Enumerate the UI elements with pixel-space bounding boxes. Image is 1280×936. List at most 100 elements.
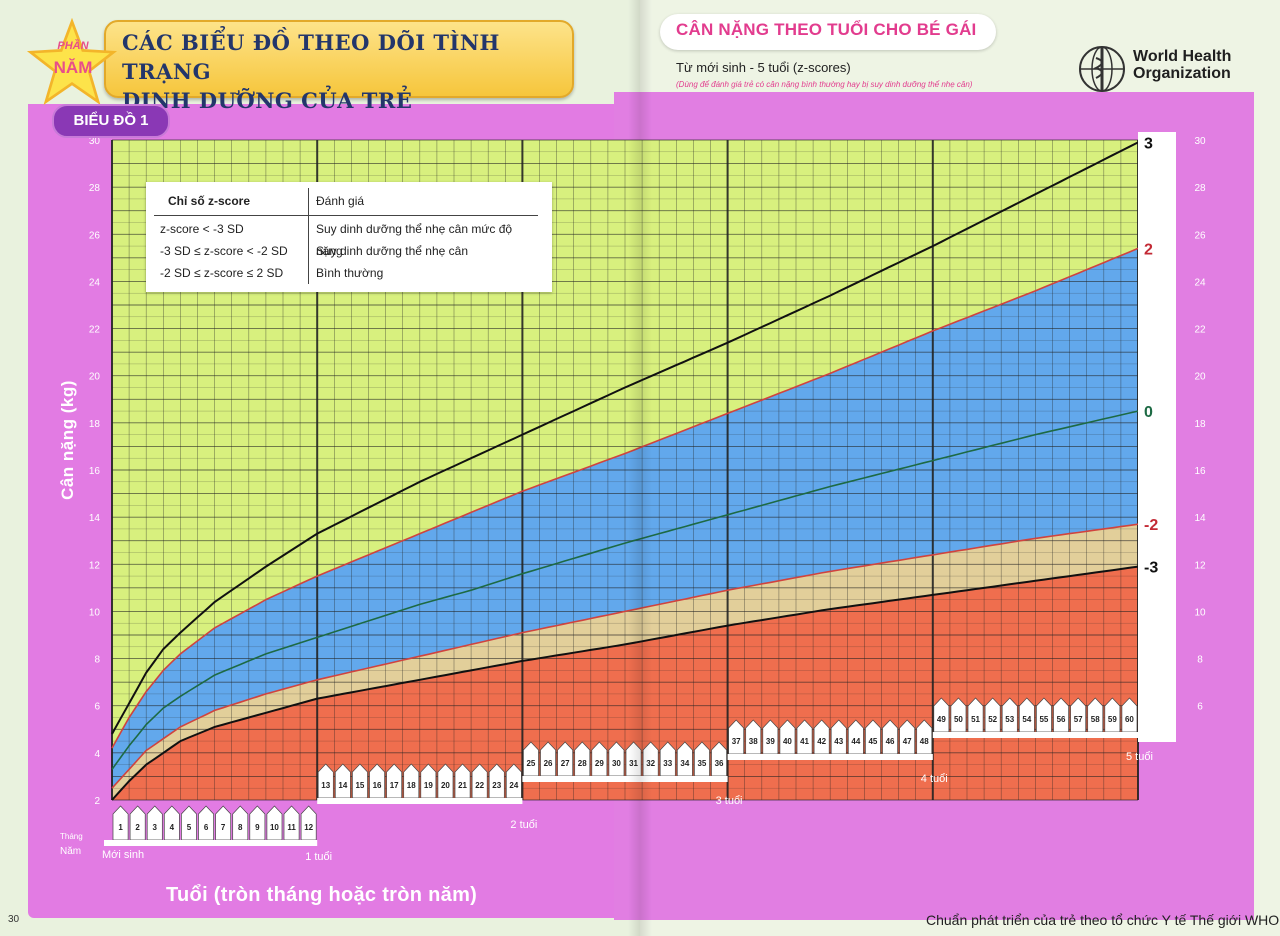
- month-tag-shape: [830, 719, 847, 755]
- month-label: 31: [629, 759, 638, 768]
- month-tag-shape: [454, 763, 471, 799]
- y-tick-right: 22: [1194, 325, 1206, 336]
- month-tag-shape: [249, 805, 266, 841]
- month-tag-shape: [676, 741, 693, 777]
- month-label: 24: [509, 781, 518, 790]
- month-label: 13: [321, 781, 330, 790]
- y-tick-right: 20: [1194, 372, 1206, 383]
- y-axis-label: Cân nặng (kg): [58, 380, 77, 500]
- month-tag: 53: [1001, 697, 1018, 733]
- month-label: 7: [221, 823, 226, 832]
- zscore-line-2: [111, 247, 1139, 749]
- month-tag-shape: [847, 719, 864, 755]
- zscore-label--2: -2: [1144, 517, 1158, 534]
- month-label: 8: [238, 823, 243, 832]
- month-tag-shape: [317, 763, 334, 799]
- star-badge-icon: [26, 18, 118, 105]
- month-label: 28: [578, 759, 587, 768]
- month-tag-shape: [796, 719, 813, 755]
- month-tag: 59: [1104, 697, 1121, 733]
- who-line-2: Organization: [1133, 65, 1231, 82]
- month-tag-base: [317, 798, 523, 804]
- month-label: 33: [663, 759, 672, 768]
- month-tag-base: [932, 732, 1138, 738]
- month-tag: 41: [796, 719, 813, 755]
- year-label: 2 tuổi: [510, 819, 537, 831]
- month-tag: 22: [471, 763, 488, 799]
- month-label: 20: [441, 781, 450, 790]
- y-tick-left: 18: [89, 419, 101, 430]
- month-tag: 15: [352, 763, 368, 799]
- month-tag-shape: [471, 763, 488, 799]
- month-tag: 18: [403, 763, 420, 799]
- month-tag-shape: [882, 719, 898, 755]
- month-tag-shape: [129, 805, 146, 841]
- y-tick-left: 24: [89, 277, 101, 288]
- zscore-line-0: [111, 410, 1139, 770]
- month-tag-shape: [659, 741, 676, 777]
- month-label: 10: [270, 823, 279, 832]
- month-label: 57: [1074, 715, 1083, 724]
- month-tag-shape: [437, 763, 454, 799]
- month-tag-shape: [215, 805, 232, 841]
- year-row-label: Năm: [60, 846, 82, 857]
- month-label: 6: [204, 823, 209, 832]
- month-label: 37: [732, 737, 741, 746]
- month-label: 55: [1039, 715, 1048, 724]
- month-tag-shape: [1104, 697, 1121, 733]
- month-label: 46: [886, 737, 895, 746]
- month-label: 30: [612, 759, 621, 768]
- month-tag: 47: [899, 719, 916, 755]
- month-tag: 44: [847, 719, 864, 755]
- month-tag: 54: [1018, 697, 1035, 733]
- legend-row-severe: z-score < -3 SD Suy dinh dưỡng thể nhẹ c…: [154, 218, 538, 258]
- zscore-label--3: -3: [1144, 560, 1158, 577]
- month-tag: 34: [676, 741, 693, 777]
- month-tag-shape: [762, 719, 779, 755]
- month-tag: 26: [540, 741, 556, 777]
- legend-range-normal: -2 SD ≤ z-score ≤ 2 SD: [160, 266, 284, 280]
- month-label: 34: [680, 759, 689, 768]
- month-label: 21: [458, 781, 467, 790]
- y-tick-left: 8: [94, 655, 100, 666]
- month-tag: 57: [1070, 697, 1087, 733]
- footer-credit: Chuẩn phát triển của trẻ theo tổ chức Y …: [926, 912, 1280, 928]
- month-tag-shape: [899, 719, 916, 755]
- month-label: 18: [407, 781, 416, 790]
- month-tag: 39: [762, 719, 779, 755]
- year-label: 5 tuổi: [1126, 751, 1153, 763]
- month-tag-shape: [642, 741, 659, 777]
- legend-range-mild: -3 SD ≤ z-score < -2 SD: [160, 244, 288, 258]
- month-tag-shape: [386, 763, 403, 799]
- month-tag: 36: [711, 741, 727, 777]
- month-label: 22: [475, 781, 484, 790]
- month-label: 35: [697, 759, 706, 768]
- who-name: World Health Organization: [1133, 48, 1231, 82]
- y-tick-right: 8: [1197, 655, 1203, 666]
- legend-label-mild: Suy dinh dưỡng thể nhẹ cân: [316, 244, 469, 258]
- part-label-small: PHẦN: [57, 40, 89, 52]
- month-tag: 48: [916, 719, 933, 755]
- year-label: Mới sinh: [102, 849, 144, 861]
- legend-divider: [154, 215, 538, 216]
- y-tick-right: 26: [1194, 230, 1206, 241]
- legend-column-divider: [308, 188, 309, 284]
- month-tag: 19: [420, 763, 437, 799]
- month-tag: 3: [146, 805, 163, 841]
- y-tick-left: 26: [89, 230, 101, 241]
- month-tag: 27: [557, 741, 574, 777]
- month-tag-shape: [505, 763, 522, 799]
- month-label: 11: [287, 823, 296, 832]
- month-tag: 42: [813, 719, 830, 755]
- month-tag-shape: [865, 719, 881, 755]
- year-label: 4 tuổi: [921, 773, 948, 785]
- month-tag: 50: [950, 697, 967, 733]
- month-label: 16: [373, 781, 382, 790]
- month-tag-shape: [1036, 697, 1052, 733]
- month-tag: 33: [659, 741, 676, 777]
- month-tag-shape: [369, 763, 385, 799]
- month-tag-shape: [232, 805, 249, 841]
- month-tag-shape: [112, 805, 129, 841]
- month-tag-shape: [163, 805, 180, 841]
